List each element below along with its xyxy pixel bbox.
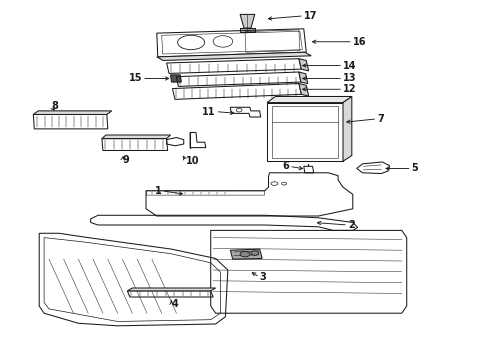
Polygon shape bbox=[230, 249, 262, 259]
Text: 6: 6 bbox=[282, 161, 289, 171]
Text: 9: 9 bbox=[122, 155, 129, 165]
Text: 14: 14 bbox=[343, 60, 357, 71]
Text: 1: 1 bbox=[155, 186, 162, 196]
Polygon shape bbox=[33, 111, 112, 114]
Polygon shape bbox=[299, 59, 309, 71]
Ellipse shape bbox=[251, 251, 259, 255]
Text: 13: 13 bbox=[343, 73, 357, 84]
Text: 2: 2 bbox=[348, 220, 355, 230]
Polygon shape bbox=[299, 72, 308, 84]
Text: 12: 12 bbox=[343, 84, 357, 94]
Polygon shape bbox=[343, 96, 352, 161]
Polygon shape bbox=[127, 288, 216, 291]
Text: 10: 10 bbox=[186, 156, 200, 166]
Text: 7: 7 bbox=[377, 114, 384, 124]
Polygon shape bbox=[171, 75, 181, 82]
Ellipse shape bbox=[240, 251, 250, 257]
Text: 4: 4 bbox=[172, 299, 178, 309]
Polygon shape bbox=[102, 135, 171, 139]
Text: 16: 16 bbox=[353, 37, 367, 47]
Text: 8: 8 bbox=[51, 101, 58, 111]
Polygon shape bbox=[240, 28, 255, 32]
Text: 3: 3 bbox=[260, 272, 267, 282]
Text: 15: 15 bbox=[128, 73, 142, 84]
Polygon shape bbox=[299, 84, 309, 96]
Text: 11: 11 bbox=[202, 107, 216, 117]
Polygon shape bbox=[240, 14, 255, 28]
Text: 17: 17 bbox=[304, 11, 318, 21]
Polygon shape bbox=[157, 52, 311, 60]
Text: 5: 5 bbox=[412, 163, 418, 174]
Polygon shape bbox=[267, 96, 352, 103]
